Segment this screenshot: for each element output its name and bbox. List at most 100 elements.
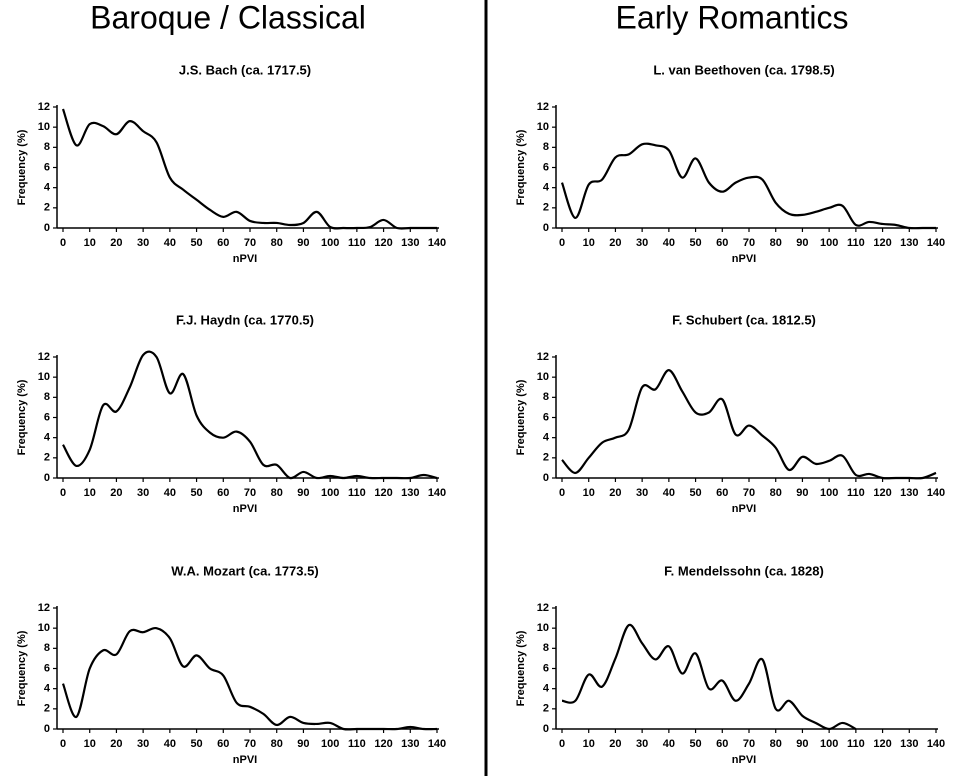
y-tick-label: 8 <box>44 391 50 403</box>
data-line <box>561 623 857 731</box>
x-tick-label: 50 <box>190 738 202 750</box>
x-tick-label: 40 <box>164 738 176 750</box>
x-tick-label: 0 <box>559 487 565 499</box>
x-tick-label: 70 <box>244 237 256 249</box>
data-line <box>61 626 438 731</box>
y-tick-label: 6 <box>44 411 50 423</box>
x-axis-label: nPVI <box>732 253 756 265</box>
x-tick-label: 0 <box>60 237 66 249</box>
data-line <box>561 369 937 480</box>
x-tick-label: 60 <box>217 487 229 499</box>
x-tick-label: 10 <box>583 738 595 750</box>
y-tick-label: 6 <box>44 662 50 674</box>
column-header: Early Romantics <box>616 0 849 35</box>
x-tick-label: 100 <box>321 738 339 750</box>
x-tick-label: 100 <box>321 487 339 499</box>
y-tick-label: 8 <box>543 391 549 403</box>
y-tick-label: 2 <box>44 452 50 464</box>
chart-title: F. Mendelssohn (ca. 1828) <box>664 563 824 578</box>
x-tick-label: 90 <box>297 738 309 750</box>
x-tick-label: 140 <box>927 237 945 249</box>
x-tick-label: 100 <box>321 237 339 249</box>
x-axis-label: nPVI <box>233 503 257 515</box>
y-tick-label: 4 <box>543 683 550 695</box>
x-tick-label: 20 <box>609 487 621 499</box>
x-tick-label: 30 <box>636 487 648 499</box>
y-tick-label: 10 <box>537 371 549 383</box>
x-tick-label: 40 <box>164 487 176 499</box>
x-tick-label: 140 <box>428 487 446 499</box>
x-tick-label: 130 <box>900 237 918 249</box>
x-tick-label: 90 <box>297 487 309 499</box>
x-tick-label: 30 <box>137 487 149 499</box>
chart-title: F. Schubert (ca. 1812.5) <box>672 312 816 327</box>
x-tick-label: 10 <box>84 487 96 499</box>
y-tick-label: 10 <box>537 622 549 634</box>
x-tick-label: 0 <box>60 487 66 499</box>
x-tick-label: 60 <box>716 237 728 249</box>
x-tick-label: 80 <box>271 237 283 249</box>
y-tick-label: 4 <box>44 432 51 444</box>
x-tick-label: 20 <box>609 237 621 249</box>
x-tick-label: 50 <box>689 237 701 249</box>
x-tick-label: 140 <box>428 738 446 750</box>
x-tick-label: 10 <box>583 487 595 499</box>
y-tick-label: 8 <box>44 141 50 153</box>
x-tick-label: 80 <box>271 487 283 499</box>
y-tick-label: 12 <box>537 351 549 363</box>
x-tick-label: 60 <box>217 738 229 750</box>
y-tick-label: 12 <box>38 602 50 614</box>
y-tick-label: 10 <box>537 121 549 133</box>
y-tick-label: 2 <box>44 703 50 715</box>
data-line <box>560 142 936 230</box>
x-tick-label: 40 <box>164 237 176 249</box>
x-tick-label: 130 <box>900 738 918 750</box>
x-tick-label: 130 <box>401 738 419 750</box>
y-tick-label: 2 <box>44 202 50 214</box>
chart-title: W.A. Mozart (ca. 1773.5) <box>171 563 318 578</box>
y-tick-label: 12 <box>537 101 549 113</box>
y-tick-label: 0 <box>44 723 50 735</box>
y-axis-label: Frequency (%) <box>515 630 527 706</box>
x-tick-label: 50 <box>190 237 202 249</box>
x-tick-label: 0 <box>559 738 565 750</box>
x-tick-label: 120 <box>873 487 891 499</box>
y-tick-label: 4 <box>44 182 51 194</box>
x-tick-label: 20 <box>110 738 122 750</box>
x-tick-label: 0 <box>60 738 66 750</box>
x-tick-label: 50 <box>190 487 202 499</box>
y-tick-label: 12 <box>38 101 50 113</box>
y-tick-label: 6 <box>543 411 549 423</box>
x-tick-label: 40 <box>663 738 675 750</box>
x-tick-label: 70 <box>244 738 256 750</box>
x-tick-label: 20 <box>110 487 122 499</box>
x-tick-label: 80 <box>770 487 782 499</box>
x-tick-label: 90 <box>796 738 808 750</box>
x-tick-label: 30 <box>137 738 149 750</box>
x-tick-label: 10 <box>84 738 96 750</box>
x-tick-label: 110 <box>847 237 865 249</box>
x-tick-label: 140 <box>428 237 446 249</box>
chart-title: J.S. Bach (ca. 1717.5) <box>179 62 311 77</box>
x-tick-label: 130 <box>401 237 419 249</box>
x-tick-label: 120 <box>374 487 392 499</box>
x-tick-label: 130 <box>401 487 419 499</box>
y-axis-label: Frequency (%) <box>16 129 28 205</box>
x-tick-label: 120 <box>374 237 392 249</box>
y-tick-label: 2 <box>543 452 549 464</box>
x-tick-label: 120 <box>873 237 891 249</box>
y-axis-label: Frequency (%) <box>515 379 527 455</box>
column-header: Baroque / Classical <box>90 0 366 35</box>
x-tick-label: 20 <box>609 738 621 750</box>
x-tick-label: 90 <box>796 487 808 499</box>
x-tick-label: 70 <box>244 487 256 499</box>
chart-title: F.J. Haydn (ca. 1770.5) <box>176 312 314 327</box>
x-tick-label: 110 <box>348 738 366 750</box>
x-tick-label: 120 <box>873 738 891 750</box>
x-tick-label: 110 <box>847 487 865 499</box>
y-tick-label: 8 <box>543 642 549 654</box>
x-axis-label: nPVI <box>233 754 257 766</box>
y-tick-label: 2 <box>543 703 549 715</box>
data-line <box>62 350 438 480</box>
x-tick-label: 70 <box>743 738 755 750</box>
